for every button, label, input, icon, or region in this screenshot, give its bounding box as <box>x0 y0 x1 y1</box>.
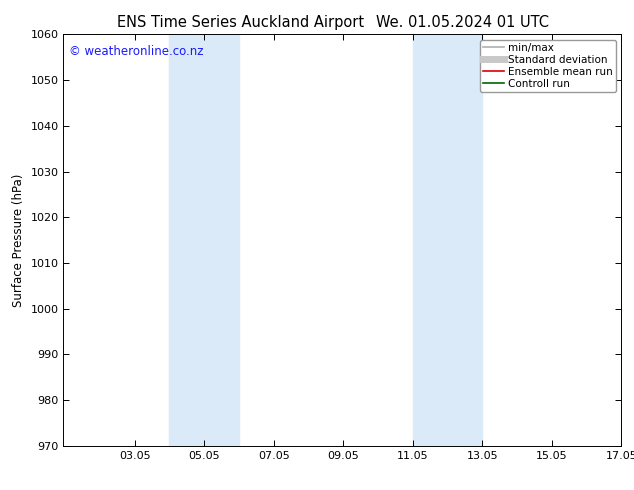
Text: We. 01.05.2024 01 UTC: We. 01.05.2024 01 UTC <box>377 15 549 30</box>
Y-axis label: Surface Pressure (hPa): Surface Pressure (hPa) <box>12 173 25 307</box>
Legend: min/max, Standard deviation, Ensemble mean run, Controll run: min/max, Standard deviation, Ensemble me… <box>480 40 616 92</box>
Bar <box>169 34 239 446</box>
Text: © weatheronline.co.nz: © weatheronline.co.nz <box>69 45 204 58</box>
Bar <box>413 34 482 446</box>
Text: ENS Time Series Auckland Airport: ENS Time Series Auckland Airport <box>117 15 365 30</box>
